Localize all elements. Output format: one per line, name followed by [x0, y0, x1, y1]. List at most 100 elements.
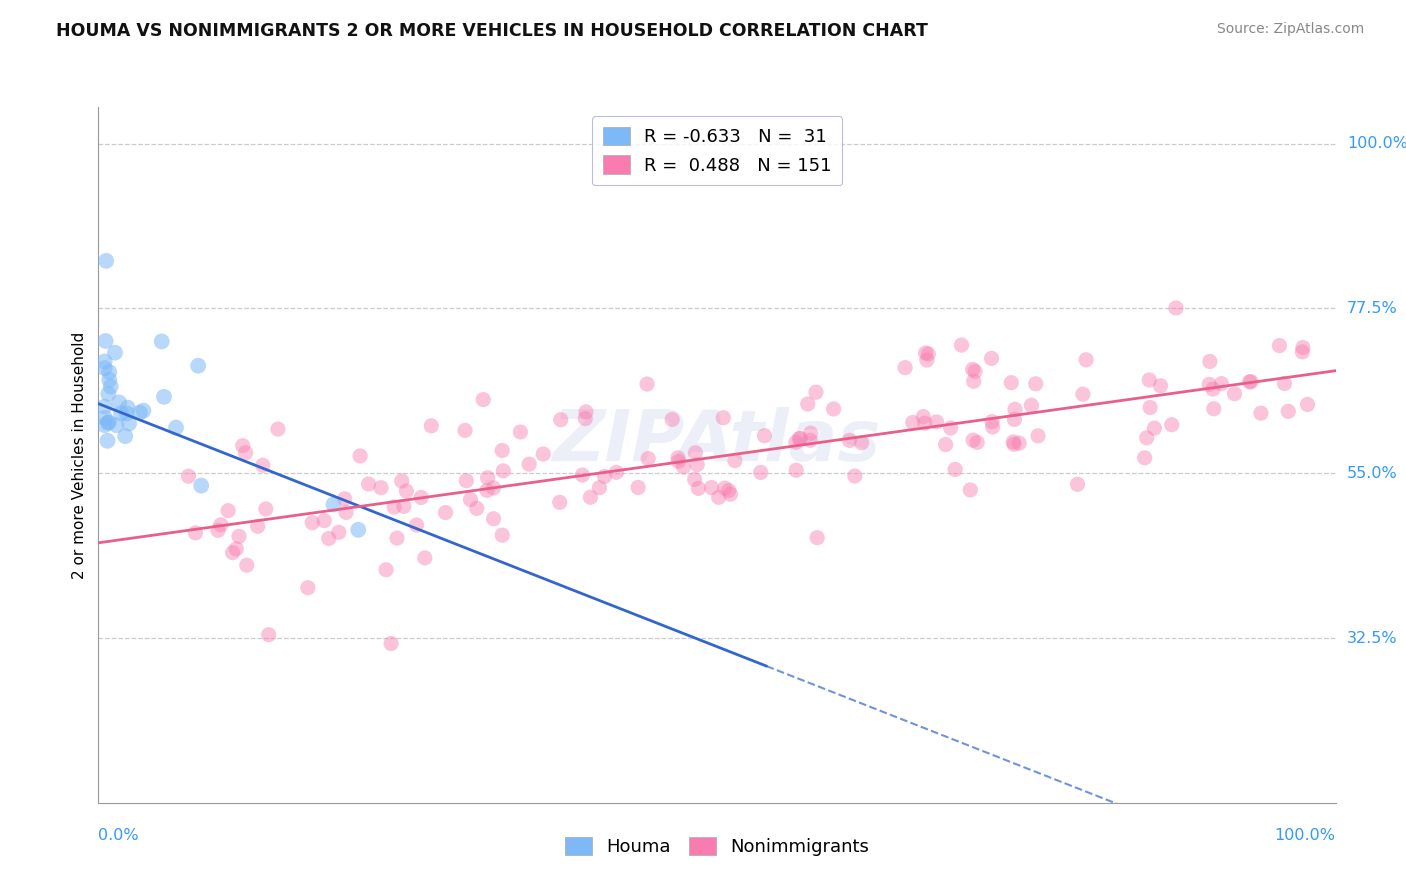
- Point: [1296, 397, 1319, 411]
- Point: [217, 503, 239, 517]
- Point: [115, 407, 138, 421]
- Point: [491, 443, 513, 458]
- Point: [823, 401, 845, 416]
- Point: [190, 478, 212, 492]
- Point: [962, 362, 984, 376]
- Point: [105, 418, 128, 433]
- Point: [717, 483, 740, 498]
- Point: [492, 464, 515, 478]
- Point: [209, 517, 232, 532]
- Point: [1004, 412, 1026, 426]
- Point: [465, 501, 488, 516]
- Point: [966, 435, 988, 450]
- Text: 0.0%: 0.0%: [98, 828, 139, 843]
- Point: [575, 405, 598, 419]
- Point: [472, 392, 495, 407]
- Point: [711, 410, 734, 425]
- Point: [672, 459, 695, 474]
- Point: [357, 477, 380, 491]
- Point: [962, 433, 984, 447]
- Point: [93, 418, 115, 433]
- Point: [1002, 437, 1025, 451]
- Point: [1004, 402, 1026, 417]
- Point: [1277, 404, 1299, 418]
- Point: [328, 525, 350, 540]
- Point: [1239, 375, 1261, 389]
- Point: [333, 491, 356, 506]
- Point: [796, 397, 818, 411]
- Point: [707, 491, 730, 505]
- Point: [93, 354, 115, 368]
- Point: [382, 500, 405, 514]
- Point: [405, 518, 427, 533]
- Point: [605, 466, 627, 480]
- Point: [96, 253, 118, 268]
- Point: [785, 463, 807, 477]
- Point: [1008, 436, 1031, 450]
- Point: [236, 558, 259, 573]
- Point: [787, 432, 810, 446]
- Text: 77.5%: 77.5%: [1347, 301, 1398, 316]
- Point: [108, 395, 131, 409]
- Point: [491, 528, 513, 542]
- Point: [806, 531, 828, 545]
- Point: [1202, 382, 1225, 396]
- Point: [799, 434, 821, 448]
- Point: [1291, 344, 1313, 359]
- Point: [789, 432, 811, 446]
- Point: [1268, 338, 1291, 352]
- Point: [627, 480, 650, 494]
- Point: [456, 474, 478, 488]
- Point: [460, 492, 482, 507]
- Point: [187, 359, 209, 373]
- Point: [94, 410, 117, 425]
- Point: [683, 472, 706, 486]
- Point: [749, 466, 772, 480]
- Point: [165, 420, 187, 434]
- Point: [981, 420, 1004, 434]
- Point: [98, 365, 121, 379]
- Point: [939, 421, 962, 435]
- Text: 100.0%: 100.0%: [1347, 136, 1406, 151]
- Text: 32.5%: 32.5%: [1347, 631, 1398, 646]
- Point: [114, 429, 136, 443]
- Point: [110, 407, 132, 421]
- Point: [420, 418, 443, 433]
- Point: [1240, 375, 1263, 389]
- Point: [257, 628, 280, 642]
- Point: [482, 512, 505, 526]
- Point: [688, 482, 710, 496]
- Point: [666, 450, 689, 465]
- Text: 100.0%: 100.0%: [1275, 828, 1336, 843]
- Point: [588, 481, 610, 495]
- Point: [104, 345, 127, 359]
- Point: [477, 471, 499, 485]
- Point: [579, 490, 602, 504]
- Legend: Houma, Nonimmigrants: Houma, Nonimmigrants: [558, 830, 876, 863]
- Point: [1000, 376, 1022, 390]
- Point: [686, 458, 709, 472]
- Point: [100, 379, 122, 393]
- Point: [894, 360, 917, 375]
- Point: [370, 481, 392, 495]
- Point: [413, 550, 436, 565]
- Point: [347, 523, 370, 537]
- Point: [1026, 429, 1049, 443]
- Point: [482, 481, 505, 495]
- Point: [98, 373, 121, 387]
- Point: [517, 457, 540, 471]
- Point: [844, 469, 866, 483]
- Text: HOUMA VS NONIMMIGRANTS 2 OR MORE VEHICLES IN HOUSEHOLD CORRELATION CHART: HOUMA VS NONIMMIGRANTS 2 OR MORE VEHICLE…: [56, 22, 928, 40]
- Point: [221, 546, 243, 560]
- Point: [661, 412, 683, 426]
- Point: [391, 474, 413, 488]
- Point: [454, 424, 477, 438]
- Y-axis label: 2 or more Vehicles in Household: 2 or more Vehicles in Household: [72, 331, 87, 579]
- Point: [314, 514, 336, 528]
- Point: [252, 458, 274, 473]
- Point: [93, 400, 115, 414]
- Point: [434, 506, 457, 520]
- Point: [1143, 421, 1166, 435]
- Point: [177, 469, 200, 483]
- Point: [917, 347, 939, 361]
